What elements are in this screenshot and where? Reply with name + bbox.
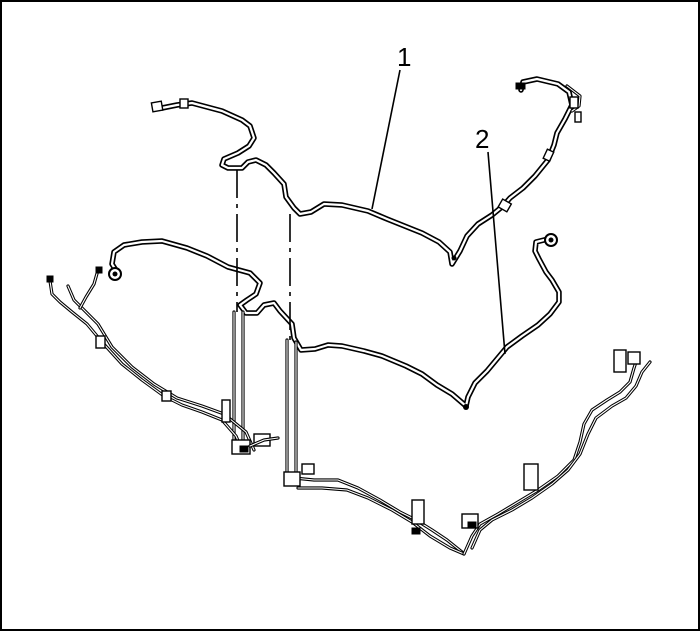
rear-brake-line-assembly: [46, 266, 652, 556]
callout-1-label: 1: [397, 42, 411, 72]
callout-1: 1: [371, 42, 411, 210]
callout-2-label: 2: [475, 124, 489, 154]
callout-1-leader: [371, 69, 401, 210]
callout-2-leader: [487, 151, 506, 355]
alignment-guides: [236, 170, 291, 342]
brake-pipe-2: [108, 233, 562, 410]
brake-pipe-1: [150, 76, 582, 267]
callout-2: 2: [475, 124, 506, 355]
